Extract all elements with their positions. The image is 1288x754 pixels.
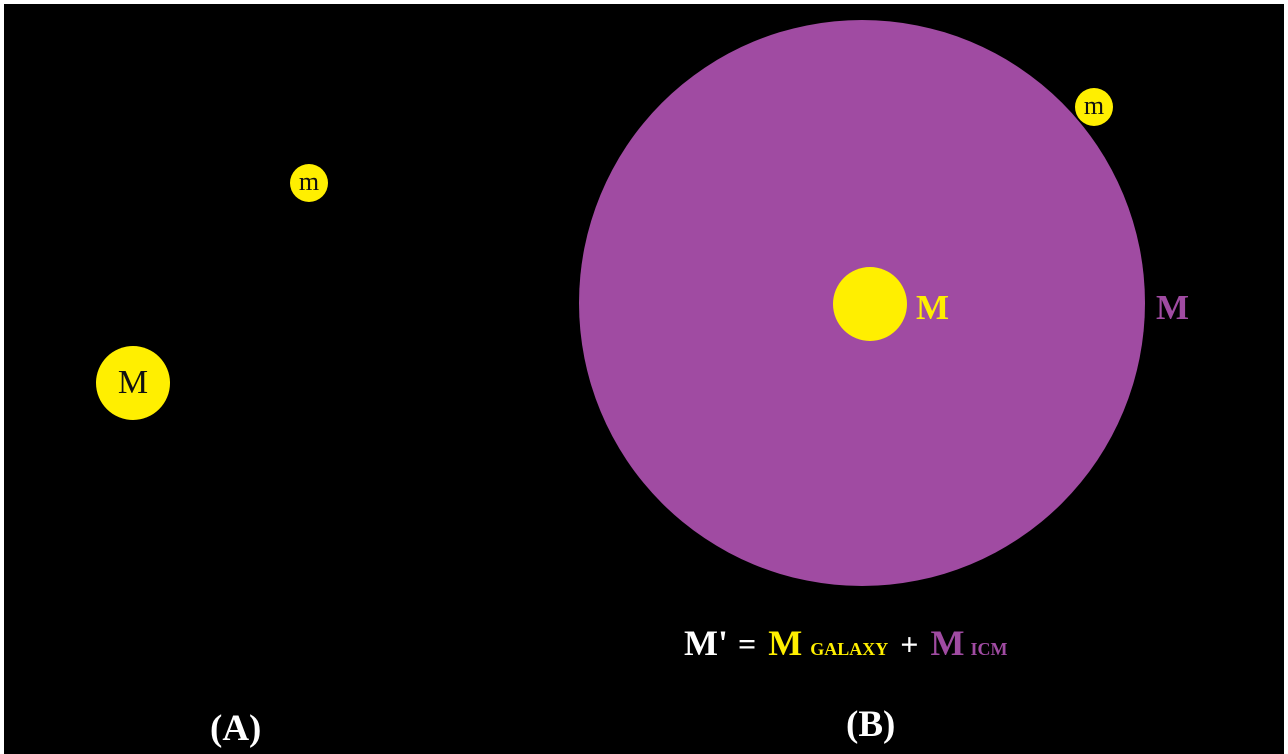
mass-equation: M' = M GALAXY + M ICM [684,625,1007,661]
panel-b-small-mass-label: m [1083,91,1105,120]
panel-b-small-mass-circle: m [1075,88,1113,126]
galaxy-core-circle [833,267,907,341]
equation-lhs: M' [684,623,728,663]
panel-a-label: (A) [210,708,262,749]
panel-a-small-mass-circle: m [290,164,328,202]
galaxy-mass-label: M [916,288,950,327]
equation-icm-symbol: M [930,623,965,663]
panel-a-large-mass-label: M [117,364,149,401]
equation-icm-subscript: ICM [970,639,1008,659]
panel-b-label: (B) [846,704,896,745]
equation-plus: + [900,626,919,662]
icm-mass-label: M [1156,288,1190,327]
panel-a-large-mass-circle: M [96,346,170,420]
equation-galaxy-subscript: GALAXY [810,639,889,659]
panel-a-small-mass-label: m [298,167,320,196]
equation-equals: = [737,626,757,662]
equation-galaxy-symbol: M [768,623,803,663]
diagram-canvas: m M (A) M M m M' = M GALAXY + M ICM (B) [4,4,1284,754]
